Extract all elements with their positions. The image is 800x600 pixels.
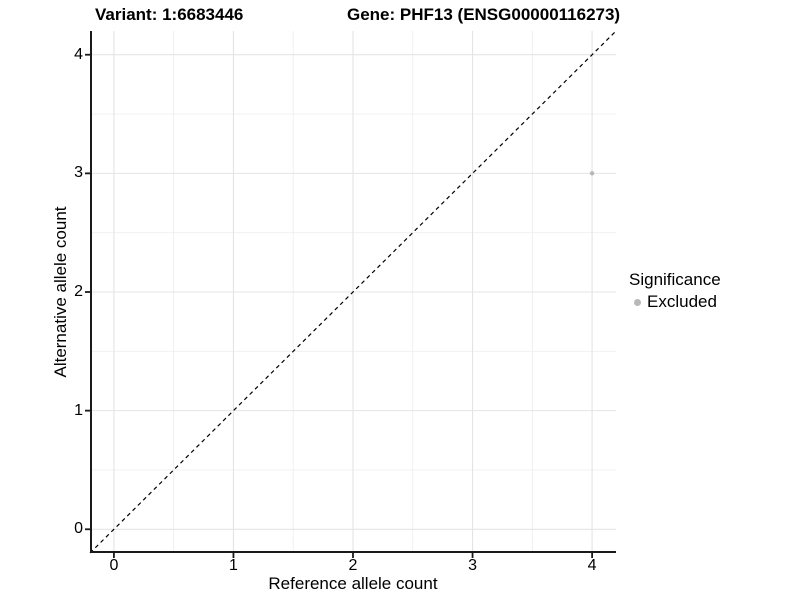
legend-entries: Excluded (629, 292, 721, 312)
x-tick-label: 4 (587, 557, 597, 574)
plot-canvas (85, 30, 617, 558)
legend-key-dot-icon (634, 298, 641, 306)
gene-title: Gene: PHF13 (ENSG00000116273) (347, 5, 621, 24)
y-tick-label: 0 (74, 520, 83, 538)
x-axis-title: Reference allele count (268, 574, 438, 593)
legend-title: Significance (629, 270, 721, 289)
legend: Significance Excluded (629, 270, 721, 312)
y-tick-label: 3 (74, 164, 83, 182)
x-tick-label: 0 (109, 557, 119, 574)
x-tick-label: 2 (348, 557, 358, 574)
x-tick-label: 1 (229, 557, 238, 574)
legend-entry: Excluded (634, 292, 721, 312)
y-tick-label: 4 (74, 45, 83, 63)
x-tick-label: 3 (468, 557, 477, 574)
y-axis-title: Alternative allele count (51, 206, 70, 378)
variant-title: Variant: 1:6683446 (95, 5, 244, 24)
y-tick-label: 2 (74, 283, 83, 300)
y-tick-label: 1 (74, 401, 83, 419)
data-point-excluded (589, 171, 595, 176)
plot-panel (85, 30, 617, 558)
identity-reference-line (89, 30, 617, 554)
legend-entry-label: Excluded (647, 292, 717, 311)
